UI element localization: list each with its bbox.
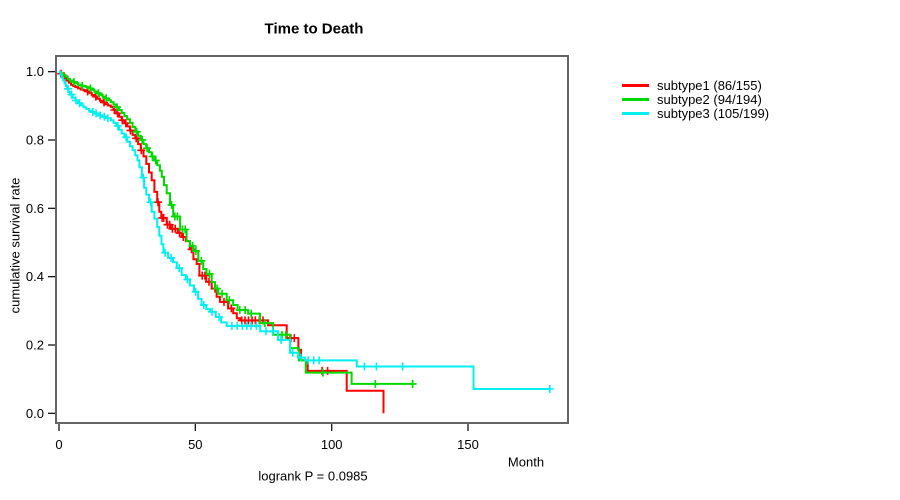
y-tick-label: 0.4 xyxy=(26,269,44,284)
x-tick-label: 100 xyxy=(321,437,343,452)
subtype3-label: subtype3 (105/199) xyxy=(657,106,770,122)
legend-item-subtype2: subtype2 (94/194) xyxy=(622,91,769,107)
x-tick-label: 0 xyxy=(55,437,62,452)
x-axis-title: Month xyxy=(507,454,545,470)
chart-title: Time to Death xyxy=(264,20,364,38)
legend-item-subtype3: subtype3 (105/199) xyxy=(622,106,770,122)
y-tick-label: 1.0 xyxy=(26,64,44,79)
subtype1-label: subtype1 (86/155) xyxy=(657,77,762,93)
subtype2-label: subtype2 (94/194) xyxy=(657,91,762,107)
subtype1-line-swatch xyxy=(622,83,649,87)
legend-item-subtype1: subtype1 (86/155) xyxy=(622,77,769,93)
y-axis: 0.0 0.2 0.4 0.6 0.8 1.0 xyxy=(26,64,55,421)
logrank-footnote: logrank P = 0.0985 xyxy=(258,468,368,484)
censor-marks-subtype2 xyxy=(70,77,417,388)
y-tick-label: 0.0 xyxy=(26,406,44,421)
x-tick-label: 150 xyxy=(457,437,479,452)
plot-box xyxy=(55,55,569,424)
x-axis: 0 50 100 150 xyxy=(55,424,479,452)
y-tick-label: 0.8 xyxy=(26,133,44,148)
y-tick-label: 0.2 xyxy=(26,338,44,353)
series-line-subtype1 xyxy=(59,70,385,414)
series-line-subtype2 xyxy=(59,70,414,385)
y-axis-title: cumulative survival rate xyxy=(7,177,23,313)
censor-marks-subtype3 xyxy=(64,84,554,393)
subtype2-line-swatch xyxy=(622,97,649,101)
x-tick-label: 50 xyxy=(188,437,202,452)
y-tick-label: 0.6 xyxy=(26,201,44,216)
legend: subtype1 (86/155) subtype2 (94/194) subt… xyxy=(622,78,769,121)
series-line-subtype3 xyxy=(59,70,550,390)
subtype3-line-swatch xyxy=(622,112,649,116)
